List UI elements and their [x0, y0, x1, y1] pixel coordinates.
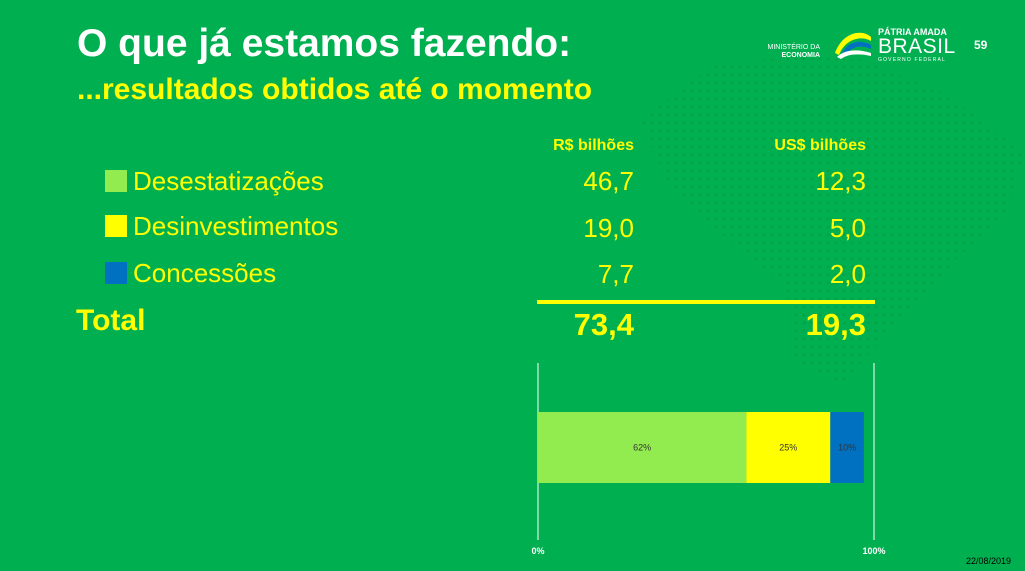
x-tick-label: 100%: [862, 546, 885, 556]
bar-data-label: 62%: [633, 443, 651, 453]
government-brand: PÁTRIA AMADA BRASIL GOVERNO FEDERAL: [878, 27, 956, 63]
row-label-concessoes: Concessões: [105, 256, 276, 290]
brand-line-3: GOVERNO FEDERAL: [878, 57, 947, 63]
brand-line-1: PÁTRIA AMADA: [878, 27, 947, 37]
page-subtitle: ...resultados obtidos até o momento: [77, 73, 593, 106]
bar-segment-desinvestimentos: [746, 412, 831, 483]
bar-segment-desestatizacoes: [538, 412, 747, 483]
ministry-label: MINISTÉRIO DA ECONOMIA: [760, 44, 820, 60]
value-usd-desestatizacoes: 12,3: [815, 166, 866, 196]
value-brl-desinvestimentos: 19,0: [583, 213, 634, 243]
page-number: 59: [974, 38, 988, 52]
value-usd-concessoes: 2,0: [829, 259, 866, 289]
page-title: O que já estamos fazendo:: [77, 22, 572, 65]
footer-date: 22/08/2019: [966, 556, 1012, 566]
row-label-text: Desinvestimentos: [133, 210, 339, 241]
bar-segment-concessoes: [830, 412, 864, 483]
row-label-desinvestimentos: Desinvestimentos: [105, 209, 338, 243]
value-usd-desinvestimentos: 5,0: [829, 213, 866, 243]
legend-swatch-desestatizacoes: [105, 170, 127, 192]
column-header-usd: US$ bilhões: [774, 137, 866, 154]
value-brl-desestatizacoes: 46,7: [583, 166, 634, 196]
total-label: Total: [76, 304, 146, 337]
total-value-brl: 73,4: [573, 307, 634, 342]
bar-data-label: 10%: [838, 443, 856, 453]
legend-swatch-desinvestimentos: [105, 215, 127, 237]
row-label-desestatizacoes: Desestatizações: [105, 164, 324, 198]
value-brl-concessoes: 7,7: [597, 259, 634, 289]
brand-line-2: BRASIL: [878, 35, 956, 58]
ministry-line-1: MINISTÉRIO DA: [767, 44, 820, 51]
brazil-flag-logo-icon: [833, 27, 873, 59]
ministry-line-2: ECONOMIA: [781, 52, 821, 59]
x-tick-label: 0%: [531, 546, 544, 556]
row-label-text: Desestatizações: [133, 165, 324, 196]
row-label-text: Concessões: [133, 257, 277, 288]
total-divider: [537, 300, 875, 304]
legend-swatch-concessoes: [105, 262, 127, 284]
total-value-usd: 19,3: [805, 307, 866, 342]
column-header-brl: R$ bilhões: [553, 137, 634, 154]
bar-data-label: 25%: [779, 443, 797, 453]
